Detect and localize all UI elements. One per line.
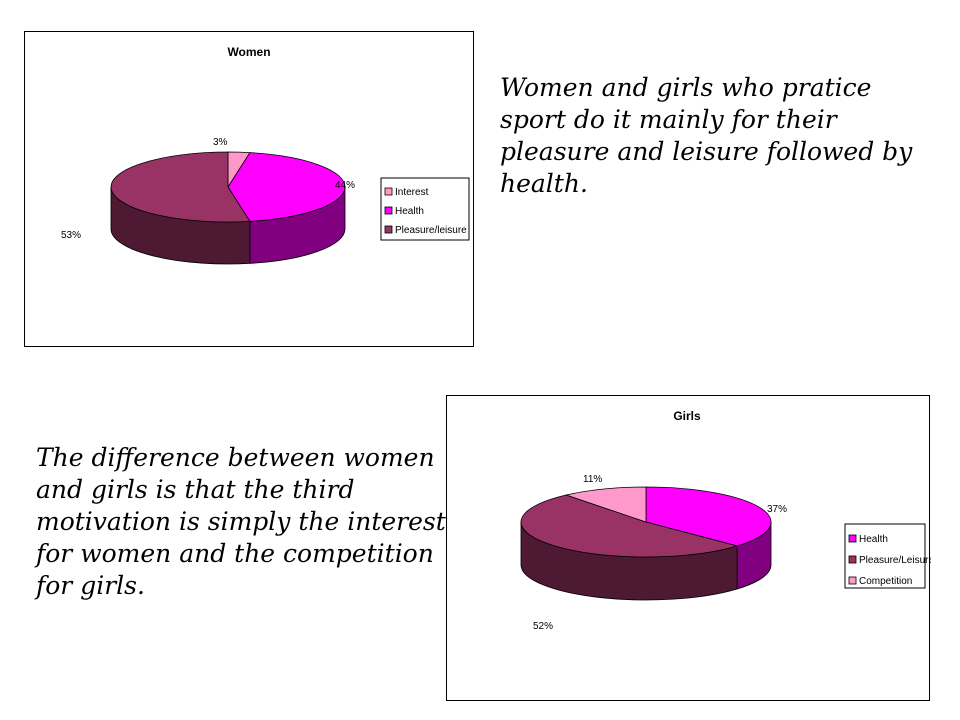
girls-pie-top (520, 486, 772, 558)
women-legend-swatch-3 (384, 225, 393, 234)
women-slice-3 (110, 151, 251, 223)
girls-legend-label-3: Competition (859, 576, 912, 587)
girls-chart-title: Girls (673, 409, 701, 423)
women-caption: Women and girls who pratice sport do it … (500, 73, 913, 198)
girls-data-label-2: 52% (533, 621, 553, 632)
women-legend: Interest Health Pleasure/leisure (380, 177, 470, 241)
girls-caption: The difference between women and girls i… (36, 443, 446, 600)
women-data-label-3: 53% (61, 230, 81, 241)
girls-legend-swatch-2 (848, 555, 857, 564)
women-chart-title: Women (227, 45, 270, 59)
girls-data-label-3: 11% (583, 474, 602, 485)
women-data-label-2: 44% (335, 180, 355, 191)
women-pie-top (110, 151, 346, 223)
girls-legend-frame (844, 523, 926, 589)
girls-legend: Health Pleasure/Leisure Competition (844, 523, 931, 589)
girls-legend-swatch-1 (848, 534, 857, 543)
girls-chart: Girls 37% 52% 11% Health Pleasure/Leisure Comp… (446, 395, 931, 701)
women-legend-label-3: Pleasure/leisure (395, 225, 467, 236)
girls-slice-1 (645, 486, 772, 547)
girls-slice-3 (564, 486, 647, 523)
girls-data-label-1: 37% (767, 504, 787, 515)
women-slice-2 (227, 152, 346, 222)
women-data-label-1: 3% (213, 137, 228, 148)
women-legend-swatch-2 (384, 206, 393, 215)
women-legend-swatch-1 (384, 187, 393, 196)
women-chart: Women 3% 44% 53% Interest Health Pleasure/leis… (24, 31, 474, 347)
women-pie-chart: Women 3% 44% 53% Interest Health Pleasure/leis… (61, 45, 470, 265)
women-legend-frame (380, 177, 470, 241)
women-legend-label-2: Health (395, 206, 424, 217)
women-legend-label-1: Interest (395, 187, 429, 198)
girls-slice-2 (520, 494, 739, 558)
girls-legend-label-1: Health (859, 534, 888, 545)
girls-legend-swatch-3 (848, 576, 857, 585)
girls-legend-label-2: Pleasure/Leisure (859, 555, 931, 566)
girls-pie-chart: Girls 37% 52% 11% Health Pleasure/Leisure Comp… (520, 409, 931, 632)
